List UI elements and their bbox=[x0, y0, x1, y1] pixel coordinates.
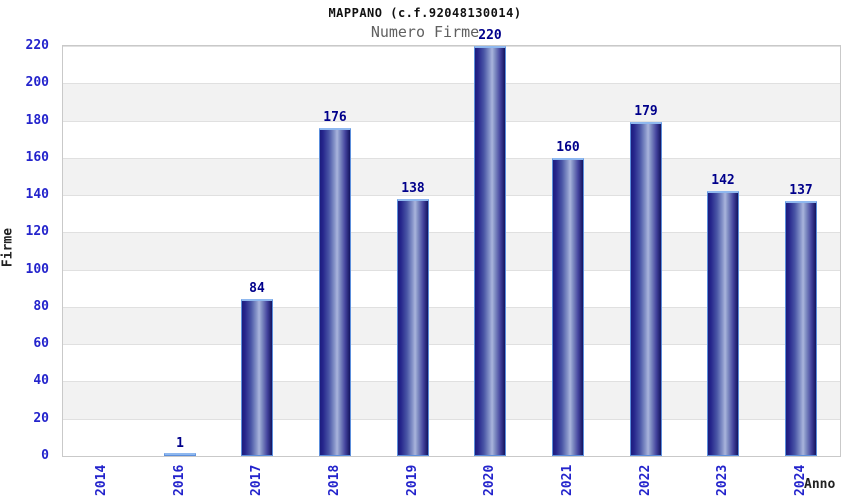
bar-2017 bbox=[241, 299, 273, 456]
bar-value-label: 142 bbox=[711, 173, 735, 188]
background-band bbox=[63, 120, 840, 158]
x-tick-label-2017: 2017 bbox=[249, 464, 264, 496]
y-tick-label: 120 bbox=[25, 224, 49, 239]
y-tick-label: 160 bbox=[25, 150, 49, 165]
y-tick-label: 180 bbox=[25, 113, 49, 128]
y-tick-label: 80 bbox=[33, 299, 49, 314]
background-band bbox=[63, 46, 840, 84]
x-axis-title: Anno bbox=[804, 477, 836, 492]
x-tick-label-2018: 2018 bbox=[327, 464, 342, 496]
y-tick-label: 100 bbox=[25, 262, 49, 277]
gridline bbox=[63, 83, 840, 85]
x-tick-label-2021: 2021 bbox=[560, 464, 575, 496]
gridline bbox=[63, 157, 840, 159]
chart-title: MAPPANO (c.f.92048130014) bbox=[328, 6, 522, 20]
bar-2020 bbox=[474, 46, 506, 456]
gridline bbox=[63, 306, 840, 308]
y-tick-label: 60 bbox=[33, 336, 49, 351]
x-tick-label-2016: 2016 bbox=[172, 464, 187, 496]
plot-area bbox=[62, 45, 841, 457]
bar-value-label: 160 bbox=[556, 140, 580, 155]
bar-value-label: 84 bbox=[249, 281, 265, 296]
bar-2024 bbox=[785, 201, 817, 456]
bar-value-label: 138 bbox=[401, 181, 425, 196]
y-tick-label: 140 bbox=[25, 187, 49, 202]
y-tick-label: 40 bbox=[33, 373, 49, 388]
gridline bbox=[63, 46, 840, 47]
bar-2023 bbox=[707, 191, 739, 456]
gridline bbox=[63, 269, 840, 271]
background-band bbox=[63, 83, 840, 121]
gridline bbox=[63, 232, 840, 234]
bar-2016 bbox=[164, 453, 196, 456]
y-tick-label: 0 bbox=[41, 448, 49, 463]
x-tick-label-2023: 2023 bbox=[715, 464, 730, 496]
bar-value-label: 179 bbox=[634, 104, 658, 119]
x-tick-label-2014: 2014 bbox=[94, 464, 109, 496]
gridline bbox=[63, 195, 840, 197]
x-tick-label-2020: 2020 bbox=[482, 464, 497, 496]
background-band bbox=[63, 157, 840, 196]
bar-2021 bbox=[552, 158, 584, 456]
y-tick-label: 220 bbox=[25, 38, 49, 53]
gridline bbox=[63, 120, 840, 122]
bar-value-label: 137 bbox=[789, 183, 813, 198]
gridline bbox=[63, 381, 840, 383]
x-tick-label-2022: 2022 bbox=[638, 464, 653, 496]
bar-value-label: 1 bbox=[176, 436, 184, 451]
bar-value-label: 220 bbox=[478, 28, 502, 43]
bar-2022 bbox=[630, 122, 662, 456]
bar-value-label: 176 bbox=[323, 110, 347, 125]
chart-subtitle: Numero Firme bbox=[370, 23, 480, 41]
y-tick-label: 20 bbox=[33, 411, 49, 426]
y-tick-label: 200 bbox=[25, 75, 49, 90]
gridline bbox=[63, 344, 840, 346]
gridline bbox=[63, 418, 840, 420]
bar-2019 bbox=[397, 199, 429, 456]
bar-2018 bbox=[319, 128, 351, 456]
y-axis-title: Firme bbox=[0, 227, 16, 268]
x-tick-label-2019: 2019 bbox=[405, 464, 420, 496]
